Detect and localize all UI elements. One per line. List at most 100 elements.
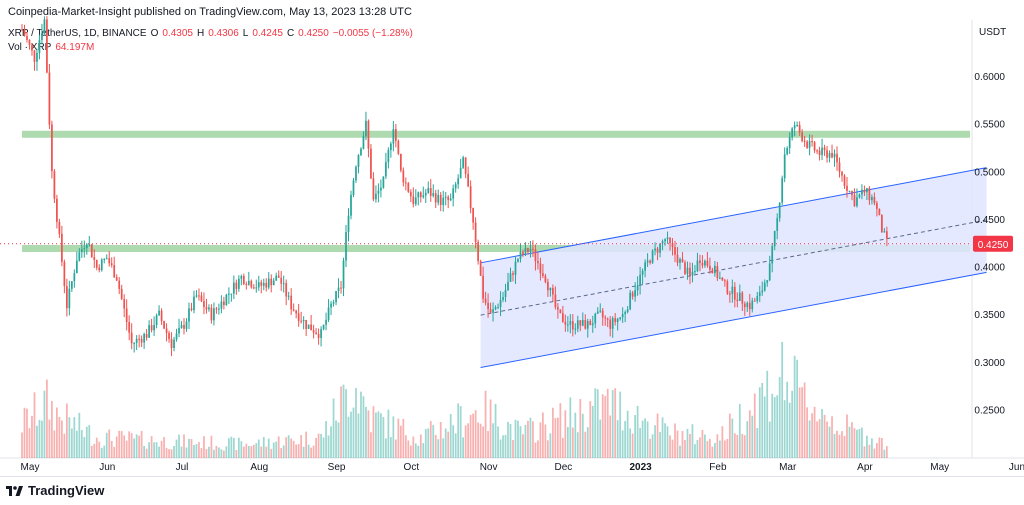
volume-bar [409,445,412,458]
candle-body [646,260,649,263]
volume-bar [808,420,811,458]
candle-body [793,125,796,129]
volume-bar [669,435,671,458]
volume-bar [404,435,407,458]
volume-bar [198,442,200,458]
volume-bar [135,434,138,458]
channel-upper-line [480,167,987,264]
volume-bar [355,388,357,458]
candle-body [385,162,387,177]
volume-bar [831,416,833,458]
symbol-label[interactable]: XRP / TetherUS, 1D, BINANCE [8,28,147,39]
volume-bar [584,431,587,458]
candle-body [748,302,751,310]
volume-bar [778,377,781,458]
volume-bar [41,420,43,458]
volume-bar [123,435,126,458]
candle-body [332,302,335,304]
candle-body [95,259,98,268]
volume-bar [507,421,509,458]
candle-body [125,308,128,322]
candle-body [170,339,173,348]
volume-bar [714,443,716,458]
candle-body [51,124,53,172]
candle-body [644,262,646,271]
volume-bar [736,434,739,458]
candle-body [566,324,569,326]
volume-bar [56,407,58,458]
candle-body [260,282,263,286]
volume-bar [532,421,534,458]
volume-bar [788,402,791,458]
volume-bar [185,447,188,458]
volume-bar [342,384,345,458]
y-tick-label: 0.4500 [974,215,1005,226]
volume-bar [327,435,330,458]
volume-bar [512,440,514,458]
x-tick-label: May [930,462,949,473]
tradingview-logo-icon [6,486,23,496]
candle-body [23,29,26,36]
volume-bar [245,443,248,458]
volume-bar [539,422,542,458]
candle-body [33,50,36,62]
candle-body [115,277,118,281]
volume-bar [315,437,317,458]
candle-body [883,231,886,233]
volume-bar [257,439,260,458]
volume-bar [813,406,816,458]
candle-body [639,274,641,286]
volume-bar [36,425,38,458]
candle-body [287,295,290,297]
candle-body [163,321,165,329]
volume-bar [731,418,734,458]
volume-bar [203,436,205,458]
candle-body [442,197,445,206]
volume-bar [347,416,350,458]
volume-bar [432,424,435,458]
volume-bar [868,444,871,458]
channel-fill [480,167,987,368]
candle-body [609,319,612,329]
volume-bar [100,447,103,458]
candle-body [788,137,791,149]
candle-body [444,196,447,198]
candle-body [591,323,594,326]
candle-body [477,241,479,262]
candle-body [758,292,761,297]
candle-body [554,294,557,308]
candle-body [459,167,462,179]
x-tick-label: Sep [328,462,346,473]
candle-body [773,230,776,247]
volume-bar [791,390,794,458]
volume-bar [885,446,888,458]
volume-bar [322,437,325,458]
candle-body [711,269,714,274]
candle-body [213,308,215,321]
candle-body [218,308,220,310]
volume-bar [828,426,831,458]
candle-body [517,258,519,262]
candle-body [449,198,452,201]
horizontal-zone-1 [22,245,970,253]
candle-body [539,263,542,274]
candle-body [776,218,779,231]
volume-bar [110,440,113,458]
volume-bar [823,414,826,458]
price-chart[interactable]: 0.2500 0.3000 0.3500 0.4000 0.4500 0.5000 0.55… [0,0,1024,476]
publish-line: Coinpedia-Market-Insight published on Tr… [8,6,412,18]
open-value: 0.4305 [162,28,193,39]
candle-body [382,176,385,188]
candle-body [434,193,437,203]
candle-body [559,309,562,314]
volume-bar [651,434,654,458]
volume-bar [155,442,158,458]
candle-body [407,183,410,192]
candle-body [532,248,534,250]
candle-body [502,297,504,300]
candle-body [138,338,141,340]
volume-bar [51,400,53,458]
candle-body [255,287,258,289]
volume-bar [165,447,168,458]
volume-bar [188,438,190,458]
